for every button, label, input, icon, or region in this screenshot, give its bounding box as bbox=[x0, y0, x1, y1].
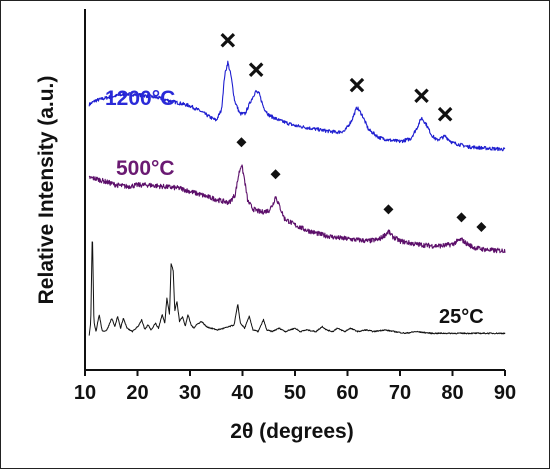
x-tick-label: 70 bbox=[389, 382, 411, 404]
diamond-icon bbox=[236, 137, 247, 148]
x-tick-label: 90 bbox=[494, 382, 516, 404]
diamond-icon bbox=[476, 222, 487, 232]
x-tick-label: 60 bbox=[336, 382, 358, 404]
diamond-icon bbox=[270, 169, 281, 180]
series-line-25c bbox=[88, 241, 506, 336]
series-line-500c bbox=[88, 164, 506, 254]
x-ticks: 10 20 30 40 50 60 70 80 90 bbox=[74, 370, 516, 404]
peak-markers bbox=[220, 33, 487, 232]
x-tick-label: 50 bbox=[284, 382, 306, 404]
x-mark-icon bbox=[220, 33, 236, 48]
diamond-icon bbox=[383, 204, 394, 215]
diamond-icon bbox=[456, 212, 467, 223]
series-label: 1200°C bbox=[105, 87, 175, 110]
x-axis-label: 2θ (degrees) bbox=[230, 420, 353, 443]
x-mark-icon bbox=[437, 106, 453, 122]
y-axis-label: Relative Intensity (a.u.) bbox=[35, 76, 58, 305]
series-line-1200c bbox=[88, 60, 506, 152]
x-tick-label: 30 bbox=[179, 382, 201, 404]
x-tick-label: 80 bbox=[441, 382, 463, 404]
x-mark-icon bbox=[349, 77, 365, 93]
series-label: 500°C bbox=[116, 157, 175, 180]
x-tick-label: 20 bbox=[126, 382, 148, 404]
series-labels: 1200°C 500°C 25°C bbox=[105, 87, 484, 328]
series-label: 25°C bbox=[439, 306, 484, 328]
x-mark-icon bbox=[414, 88, 429, 103]
x-mark-icon bbox=[248, 62, 264, 77]
x-tick-label: 40 bbox=[231, 382, 253, 404]
x-tick-label: 10 bbox=[74, 382, 96, 404]
series-group bbox=[88, 60, 506, 336]
